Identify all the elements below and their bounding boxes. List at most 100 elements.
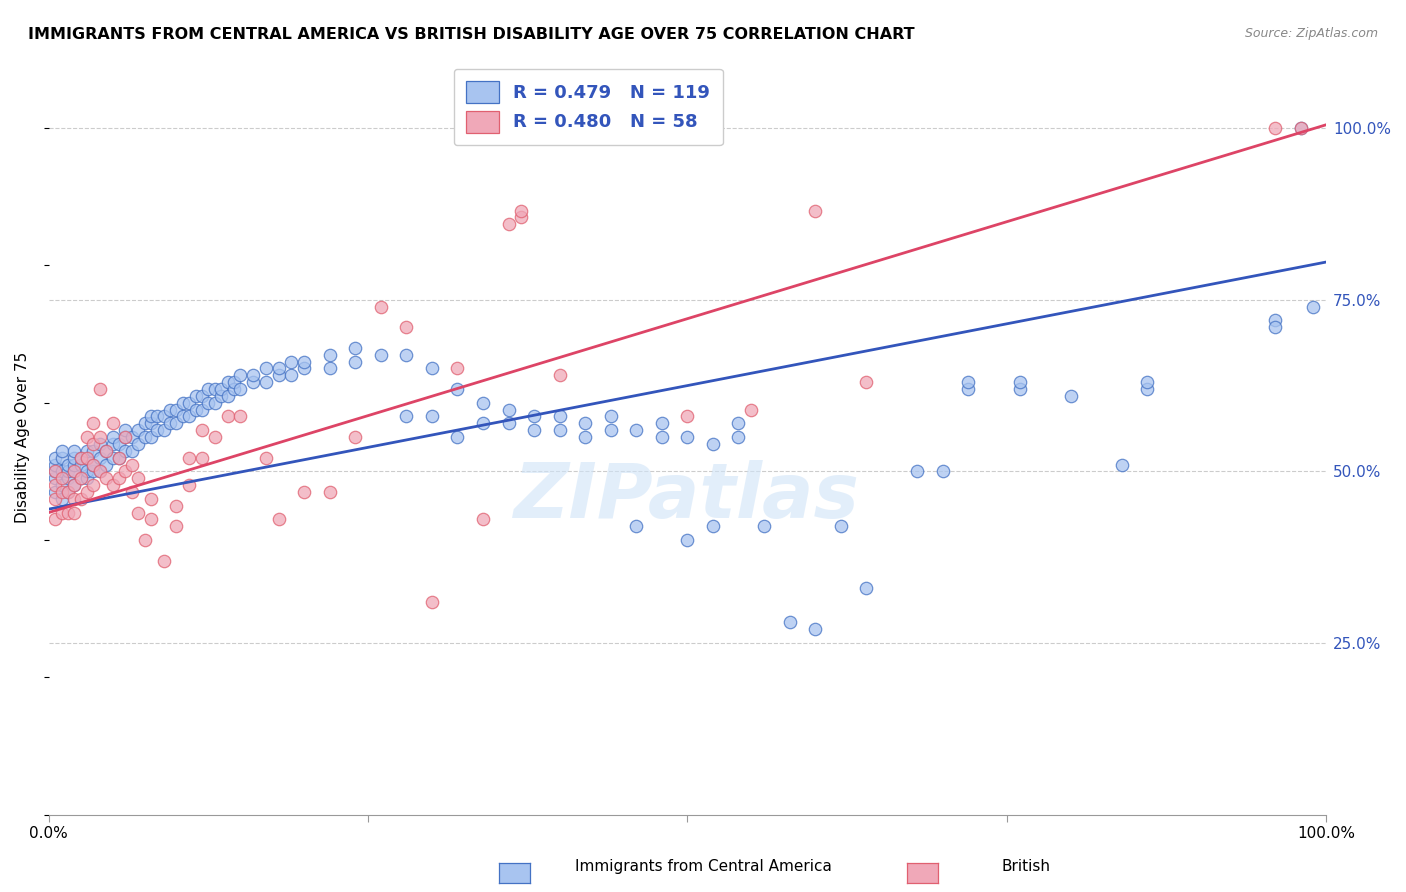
- Point: [56, 464, 79, 478]
- Point: [1136, 382, 1159, 396]
- Point: [89, 464, 111, 478]
- Point: [498, 402, 520, 417]
- Point: [472, 512, 495, 526]
- Point: [267, 368, 290, 383]
- Point: [548, 368, 571, 383]
- Point: [779, 615, 801, 630]
- Point: [139, 430, 162, 444]
- Point: [69, 450, 91, 465]
- Point: [420, 409, 443, 424]
- Point: [63, 478, 86, 492]
- Point: [44, 464, 66, 478]
- Point: [932, 464, 955, 478]
- Point: [51, 443, 73, 458]
- Point: [752, 519, 775, 533]
- Point: [82, 464, 104, 478]
- Point: [96, 471, 118, 485]
- Point: [599, 423, 621, 437]
- Point: [56, 485, 79, 500]
- Point: [63, 491, 86, 506]
- Point: [179, 409, 201, 424]
- Point: [44, 471, 66, 485]
- Point: [159, 417, 181, 431]
- Point: [472, 396, 495, 410]
- Point: [222, 382, 245, 396]
- Point: [44, 491, 66, 506]
- Point: [446, 361, 468, 376]
- Point: [280, 354, 302, 368]
- Point: [191, 402, 214, 417]
- Point: [523, 423, 546, 437]
- Point: [114, 443, 136, 458]
- Point: [152, 423, 174, 437]
- Point: [51, 478, 73, 492]
- Point: [242, 368, 264, 383]
- Point: [370, 300, 392, 314]
- Point: [204, 396, 226, 410]
- Point: [319, 348, 342, 362]
- Point: [702, 519, 724, 533]
- Point: [44, 512, 66, 526]
- Point: [44, 478, 66, 492]
- Point: [108, 450, 131, 465]
- Point: [1008, 382, 1031, 396]
- Point: [197, 396, 219, 410]
- Point: [446, 382, 468, 396]
- Point: [344, 341, 367, 355]
- Point: [121, 458, 143, 472]
- Point: [267, 512, 290, 526]
- Point: [498, 417, 520, 431]
- Point: [101, 478, 124, 492]
- Point: [101, 417, 124, 431]
- Point: [292, 485, 315, 500]
- Point: [957, 375, 980, 389]
- Point: [159, 402, 181, 417]
- Point: [197, 382, 219, 396]
- Point: [127, 506, 149, 520]
- Point: [217, 409, 239, 424]
- Point: [209, 389, 232, 403]
- Point: [510, 211, 533, 225]
- Point: [69, 471, 91, 485]
- Point: [472, 417, 495, 431]
- Point: [166, 499, 188, 513]
- Point: [179, 478, 201, 492]
- Point: [727, 417, 749, 431]
- Point: [82, 458, 104, 472]
- Point: [254, 375, 277, 389]
- Point: [651, 430, 673, 444]
- Point: [1289, 121, 1312, 136]
- Point: [82, 478, 104, 492]
- Point: [804, 203, 827, 218]
- Point: [44, 464, 66, 478]
- Point: [76, 464, 98, 478]
- Point: [114, 464, 136, 478]
- Point: [114, 430, 136, 444]
- Point: [51, 471, 73, 485]
- Point: [229, 409, 252, 424]
- Point: [1008, 375, 1031, 389]
- Point: [121, 430, 143, 444]
- Point: [651, 417, 673, 431]
- Point: [804, 622, 827, 636]
- Point: [1059, 389, 1081, 403]
- Point: [108, 437, 131, 451]
- Point: [1289, 121, 1312, 136]
- Point: [101, 450, 124, 465]
- Point: [51, 450, 73, 465]
- Point: [152, 553, 174, 567]
- Point: [204, 382, 226, 396]
- Point: [121, 443, 143, 458]
- Point: [242, 375, 264, 389]
- Point: [51, 506, 73, 520]
- Point: [319, 361, 342, 376]
- Point: [89, 430, 111, 444]
- Point: [44, 485, 66, 500]
- Point: [498, 217, 520, 231]
- Point: [56, 458, 79, 472]
- Point: [229, 382, 252, 396]
- Point: [855, 581, 877, 595]
- Point: [134, 533, 156, 547]
- Point: [139, 512, 162, 526]
- Point: [727, 430, 749, 444]
